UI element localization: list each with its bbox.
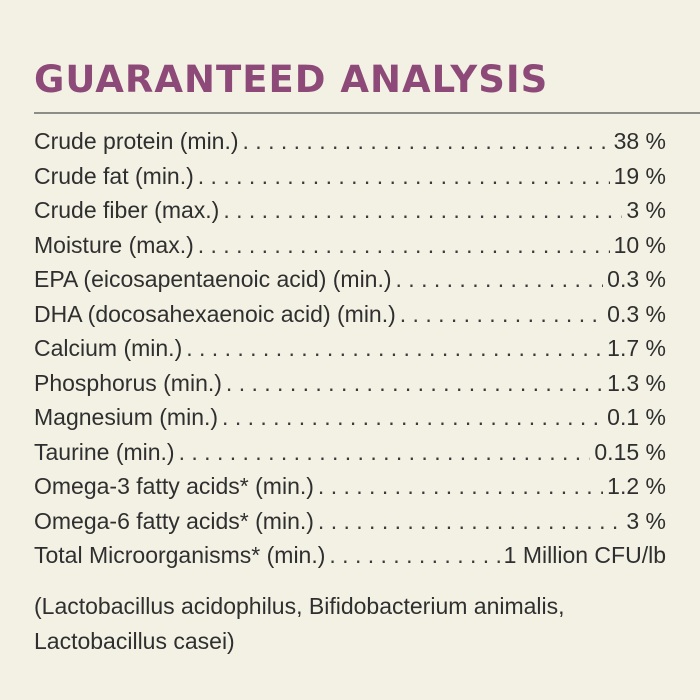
row-label: Phosphorus (min.) xyxy=(34,369,222,396)
row-label: Omega-3 fatty acids* (min.) xyxy=(34,473,314,499)
dot-leader xyxy=(329,538,499,573)
dot-leader xyxy=(186,331,603,366)
row-label: EPA (eicosapentaenoic acid) (min.) xyxy=(34,266,392,292)
analysis-row: Crude fat (min.) 19 % xyxy=(34,159,666,194)
dot-leader xyxy=(198,228,610,263)
row-value: 1.2 % xyxy=(607,473,666,499)
row-label: Crude protein (min.) xyxy=(34,128,239,154)
analysis-table: Crude protein (min.) 38 % Crude fat (min… xyxy=(34,124,666,573)
row-label: Crude fat (min.) xyxy=(34,162,194,189)
dot-leader xyxy=(400,297,603,332)
row-value: 3 % xyxy=(626,507,666,534)
dot-leader xyxy=(222,400,603,435)
dot-leader xyxy=(198,159,610,194)
analysis-row: Taurine (min.) 0.15 % xyxy=(34,435,666,470)
row-label: Omega-6 fatty acids* (min.) xyxy=(34,507,314,534)
row-value: 38 % xyxy=(613,128,666,154)
row-value: 0.1 % xyxy=(607,404,666,430)
row-value: 19 % xyxy=(613,162,666,189)
dot-leader xyxy=(226,366,603,401)
analysis-row: Phosphorus (min.) 1.3 % xyxy=(34,366,666,401)
row-label: Taurine (min.) xyxy=(34,438,175,465)
analysis-row: Omega-6 fatty acids* (min.) 3 % xyxy=(34,504,666,539)
dot-leader xyxy=(223,193,622,228)
row-label: Calcium (min.) xyxy=(34,335,183,361)
row-label: Crude fiber (max.) xyxy=(34,197,220,223)
row-value: 10 % xyxy=(613,231,666,258)
dot-leader xyxy=(318,504,622,539)
dot-leader xyxy=(243,124,610,159)
row-value: 0.15 % xyxy=(594,438,666,465)
row-label: Magnesium (min.) xyxy=(34,404,219,430)
analysis-row: Omega-3 fatty acids* (min.) 1.2 % xyxy=(34,469,666,504)
title-divider xyxy=(34,112,700,114)
analysis-row: EPA (eicosapentaenoic acid) (min.) 0.3 % xyxy=(34,262,666,297)
analysis-row: Total Microorganisms* (min.) 1 Million C… xyxy=(34,538,666,573)
row-value: 1.7 % xyxy=(607,335,666,361)
analysis-row: Crude fiber (max.) 3 % xyxy=(34,193,666,228)
microorganism-note: (Lactobacillus acidophilus, Bifidobacter… xyxy=(34,593,565,654)
row-label: DHA (docosahexaenoic acid) (min.) xyxy=(34,300,396,327)
analysis-row: DHA (docosahexaenoic acid) (min.) 0.3 % xyxy=(34,297,666,332)
dot-leader xyxy=(396,262,604,297)
row-value: 1.3 % xyxy=(607,369,666,396)
dot-leader xyxy=(318,469,603,504)
analysis-row: Crude protein (min.) 38 % xyxy=(34,124,666,159)
row-label: Moisture (max.) xyxy=(34,231,194,258)
row-value: 3 % xyxy=(626,197,666,223)
row-value: 1 Million CFU/lb xyxy=(503,542,666,568)
analysis-row: Magnesium (min.) 0.1 % xyxy=(34,400,666,435)
row-label: Total Microorganisms* (min.) xyxy=(34,542,326,568)
row-value: 0.3 % xyxy=(607,300,666,327)
analysis-row: Moisture (max.) 10 % xyxy=(34,228,666,263)
row-value: 0.3 % xyxy=(607,266,666,292)
dot-leader xyxy=(179,435,591,470)
panel-title: GUARANTEED ANALYSIS xyxy=(34,58,549,101)
analysis-row: Calcium (min.) 1.7 % xyxy=(34,331,666,366)
